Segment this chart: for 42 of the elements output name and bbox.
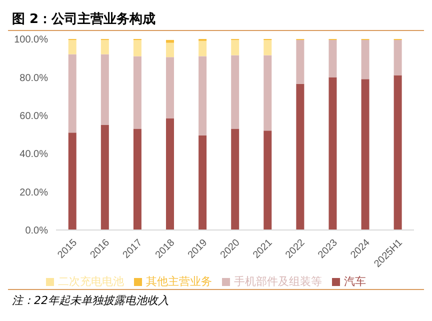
legend-label: 二次充电电池 bbox=[58, 275, 124, 288]
legend-label: 手机部件及组装等 bbox=[234, 275, 322, 288]
legend-label: 汽车 bbox=[344, 275, 366, 288]
bar bbox=[133, 40, 142, 56]
y-tick-label: 100.0% bbox=[14, 34, 48, 46]
y-tick-label: 20.0% bbox=[20, 187, 48, 198]
bar bbox=[328, 40, 337, 78]
y-tick-label: 80.0% bbox=[20, 72, 48, 84]
bar bbox=[394, 40, 402, 76]
legend-label: 其他主营业务 bbox=[146, 275, 212, 288]
bar bbox=[296, 40, 304, 84]
bar bbox=[68, 54, 76, 133]
bar bbox=[166, 57, 174, 118]
bar bbox=[100, 124, 109, 230]
bar bbox=[264, 40, 272, 56]
bar bbox=[264, 130, 272, 230]
bar bbox=[231, 40, 240, 56]
chart-title: 图 2：公司主营业务构成 bbox=[8, 8, 424, 31]
y-tick-label: 40.0% bbox=[20, 149, 48, 160]
bar bbox=[296, 84, 304, 230]
bar bbox=[394, 75, 402, 230]
bar bbox=[198, 56, 207, 136]
bar bbox=[133, 56, 142, 129]
bar bbox=[100, 40, 109, 54]
bar bbox=[166, 118, 174, 230]
bar bbox=[361, 79, 370, 230]
bar bbox=[361, 40, 370, 80]
text: 注：22年起未单独披露电池收入 bbox=[12, 294, 169, 307]
bar bbox=[133, 128, 142, 230]
bar bbox=[68, 40, 76, 54]
bar bbox=[231, 55, 240, 129]
y-tick-label: 0.0% bbox=[25, 226, 48, 237]
bar bbox=[166, 42, 174, 58]
bar bbox=[100, 54, 109, 125]
bar bbox=[264, 55, 272, 131]
bar bbox=[68, 132, 76, 230]
y-tick-label: 60.0% bbox=[20, 110, 48, 122]
bar bbox=[198, 40, 207, 56]
bar bbox=[231, 128, 240, 230]
bar bbox=[328, 77, 337, 230]
bar bbox=[198, 135, 207, 230]
bar bbox=[166, 40, 174, 43]
